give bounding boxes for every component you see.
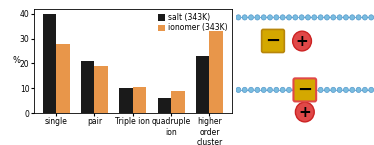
- Text: +: +: [296, 33, 309, 49]
- Circle shape: [306, 87, 310, 93]
- Bar: [94, 66, 108, 113]
- Text: −: −: [297, 81, 312, 99]
- Circle shape: [236, 15, 241, 20]
- Circle shape: [325, 15, 329, 20]
- Circle shape: [331, 15, 336, 20]
- Circle shape: [261, 15, 266, 20]
- Circle shape: [337, 87, 342, 93]
- Circle shape: [293, 15, 298, 20]
- Circle shape: [249, 15, 254, 20]
- Circle shape: [293, 87, 298, 93]
- Circle shape: [312, 15, 317, 20]
- FancyBboxPatch shape: [294, 78, 316, 102]
- Circle shape: [350, 15, 355, 20]
- Circle shape: [369, 15, 374, 20]
- Circle shape: [356, 87, 361, 93]
- Circle shape: [274, 87, 279, 93]
- Bar: [81, 61, 94, 113]
- Bar: [133, 87, 146, 113]
- FancyBboxPatch shape: [262, 29, 284, 52]
- Circle shape: [236, 87, 241, 93]
- Circle shape: [267, 15, 273, 20]
- Bar: [119, 88, 133, 113]
- Circle shape: [280, 15, 285, 20]
- Bar: [43, 14, 56, 113]
- Circle shape: [337, 15, 342, 20]
- Circle shape: [318, 87, 323, 93]
- Circle shape: [267, 87, 273, 93]
- Text: −: −: [266, 32, 280, 50]
- Circle shape: [306, 15, 310, 20]
- Circle shape: [325, 87, 329, 93]
- Circle shape: [255, 87, 260, 93]
- Circle shape: [286, 87, 291, 93]
- Circle shape: [292, 31, 312, 51]
- Bar: [171, 91, 184, 113]
- Circle shape: [362, 87, 367, 93]
- Circle shape: [331, 87, 336, 93]
- Bar: [196, 56, 209, 113]
- Circle shape: [312, 87, 317, 93]
- Circle shape: [299, 87, 304, 93]
- Circle shape: [249, 87, 254, 93]
- Bar: [158, 98, 171, 113]
- Y-axis label: % : %: [13, 56, 24, 65]
- Circle shape: [343, 87, 349, 93]
- Circle shape: [286, 15, 291, 20]
- Circle shape: [242, 15, 247, 20]
- Circle shape: [261, 87, 266, 93]
- Circle shape: [280, 87, 285, 93]
- Legend: salt (343K), ionomer (343K): salt (343K), ionomer (343K): [157, 12, 228, 33]
- Bar: [56, 44, 70, 113]
- Circle shape: [362, 15, 367, 20]
- Circle shape: [242, 87, 247, 93]
- Circle shape: [369, 87, 374, 93]
- Circle shape: [343, 15, 349, 20]
- Circle shape: [299, 15, 304, 20]
- Circle shape: [295, 102, 314, 122]
- Circle shape: [356, 15, 361, 20]
- Circle shape: [274, 15, 279, 20]
- Circle shape: [255, 15, 260, 20]
- Circle shape: [318, 15, 323, 20]
- Bar: [209, 31, 223, 113]
- Text: +: +: [298, 105, 311, 119]
- Circle shape: [350, 87, 355, 93]
